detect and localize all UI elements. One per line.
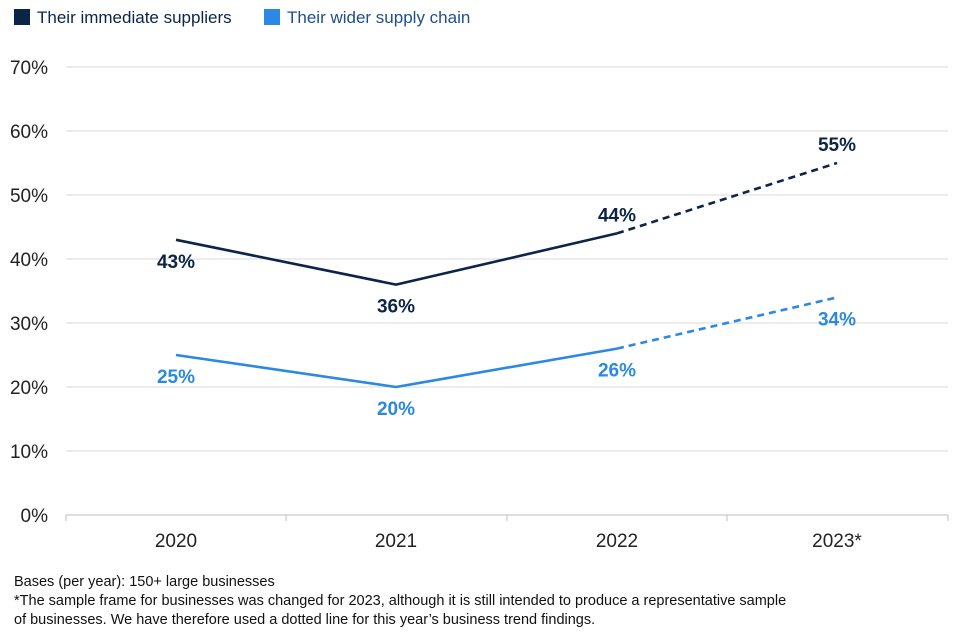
data-label: 26% xyxy=(598,361,636,382)
legend-swatch-1 xyxy=(14,9,30,25)
series-lines xyxy=(175,161,838,389)
legend-label-1: Their immediate suppliers xyxy=(37,8,232,27)
data-labels: 43% 36% 44% 55% 25% 20% 26% 34% xyxy=(157,135,856,420)
y-tick-label: 0% xyxy=(21,506,49,527)
series-line-dashed-2 xyxy=(616,296,838,350)
footnote-bases: Bases (per year): 150+ large businesses xyxy=(14,574,275,590)
x-tick-label: 2020 xyxy=(155,531,197,552)
chart-legend: Their immediate suppliers Their wider sup… xyxy=(14,8,470,27)
footnote-sample-note: *The sample frame for businesses was cha… xyxy=(14,593,787,609)
x-tick-label: 2022 xyxy=(596,531,638,552)
footnote-sample-note-continued: of businesses. We have therefore used a … xyxy=(14,612,596,628)
y-tick-label: 40% xyxy=(10,250,48,271)
y-axis: 0% 10% 20% 30% 40% 50% 60% 70% xyxy=(10,58,48,527)
chart-grid xyxy=(66,66,948,516)
legend-swatch-2 xyxy=(264,9,280,25)
line-chart: Their immediate suppliers Their wider sup… xyxy=(10,8,949,552)
y-tick-label: 20% xyxy=(10,378,48,399)
y-tick-label: 50% xyxy=(10,186,48,207)
x-tick-label: 2021 xyxy=(375,531,417,552)
series-line-1 xyxy=(175,232,618,286)
series-line-2 xyxy=(175,347,618,389)
data-label: 44% xyxy=(598,205,636,226)
x-tick-label: 2023* xyxy=(812,531,862,552)
legend-label-2: Their wider supply chain xyxy=(287,8,470,27)
series-line-dashed-1 xyxy=(616,161,838,235)
data-label: 25% xyxy=(157,367,195,388)
data-label: 43% xyxy=(157,252,195,273)
data-label: 36% xyxy=(377,297,415,318)
y-tick-label: 60% xyxy=(10,122,48,143)
y-tick-label: 30% xyxy=(10,314,48,335)
data-label: 20% xyxy=(377,399,415,420)
y-tick-label: 10% xyxy=(10,442,48,463)
footnote: Bases (per year): 150+ large businesses … xyxy=(14,573,914,630)
y-tick-label: 70% xyxy=(10,58,48,79)
data-label: 55% xyxy=(818,135,856,156)
data-label: 34% xyxy=(818,309,856,330)
x-axis: 2020 2021 2022 2023* xyxy=(65,515,949,552)
